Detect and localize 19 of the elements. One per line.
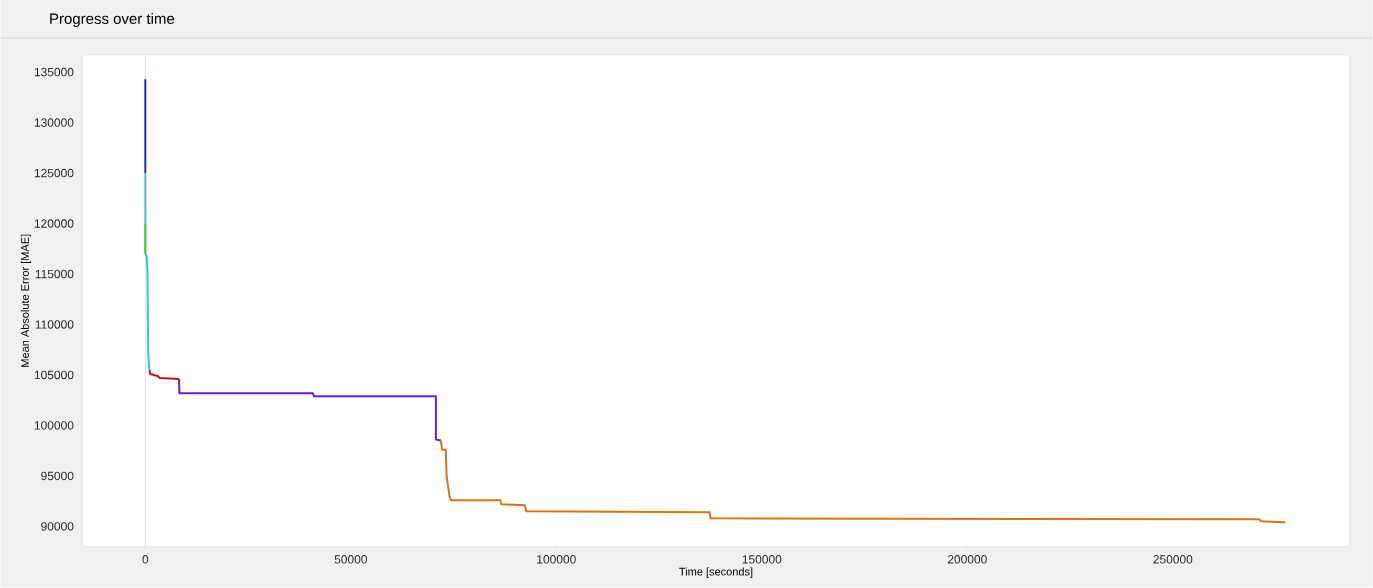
y-tick-label: 115000 [35, 269, 74, 279]
y-tick-label: 110000 [35, 320, 74, 329]
y-tick-label: 120000 [34, 219, 74, 229]
x-tick-label: 100000 [537, 555, 576, 564]
y-tick-label: 130000 [34, 118, 74, 128]
x-axis-title: Time [seconds] [679, 567, 753, 578]
y-tick-label: 95000 [41, 471, 74, 481]
x-tick-label: 0 [142, 555, 149, 564]
y-tick-label: 90000 [41, 522, 74, 531]
y-tick-label: 125000 [34, 169, 74, 178]
x-tick-label: 200000 [947, 555, 987, 564]
chart-title: Progress over time [50, 13, 175, 28]
x-tick-label: 250000 [1153, 555, 1193, 564]
x-tick-label: 50000 [334, 555, 368, 564]
y-tick-label: 135000 [34, 68, 74, 77]
x-tick-label: 150000 [742, 555, 782, 564]
y-tick-label: 105000 [34, 370, 74, 380]
y-tick-label: 100000 [34, 421, 74, 430]
y-axis-title: Mean Absolute Error [MAE] [20, 234, 32, 367]
